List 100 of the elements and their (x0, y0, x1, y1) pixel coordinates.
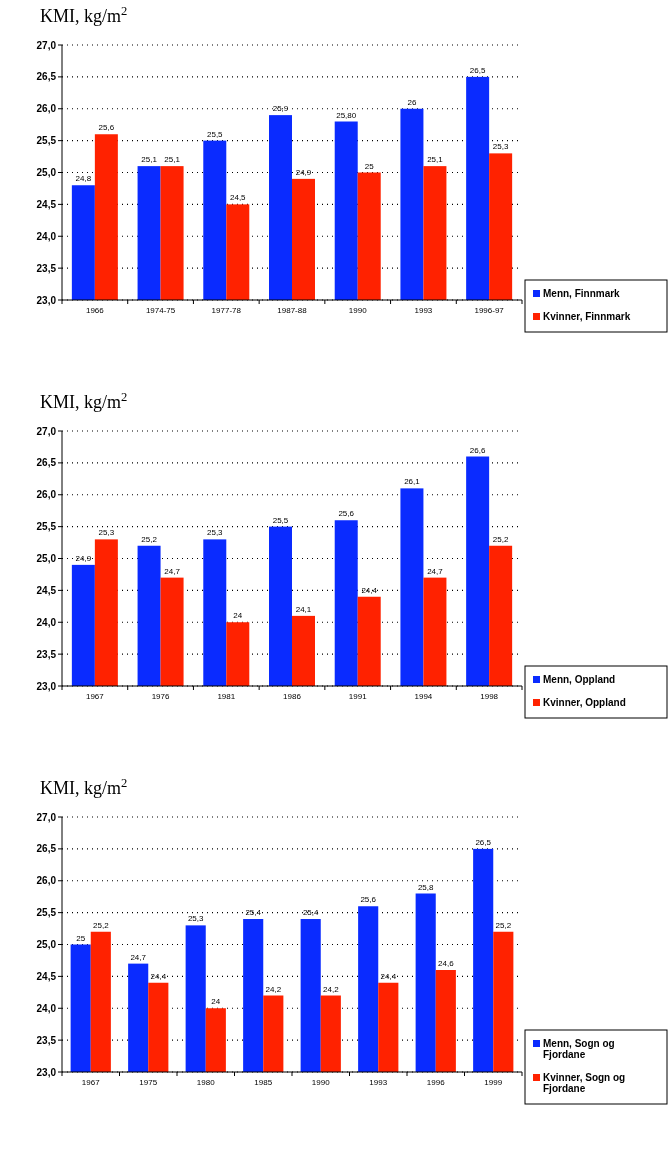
x-tick-label: 1977-78 (211, 306, 242, 315)
y-tick-label: 26,0 (36, 875, 57, 887)
x-tick-label: 1991 (348, 692, 368, 701)
data-label: 26,5 (469, 65, 486, 75)
data-label: 25,3 (98, 528, 115, 538)
data-label: 24,2 (265, 984, 282, 994)
data-label: 25,1 (164, 155, 181, 165)
data-label: 25,4 (302, 908, 320, 917)
y-tick-label: 24,0 (36, 616, 57, 628)
y-tick-label: 24,5 (36, 970, 57, 982)
y-tick-label: 25,0 (36, 167, 57, 178)
y-tick-label: 26,0 (36, 103, 57, 115)
y-tick-label: 27,0 (36, 811, 57, 823)
data-label: 25,6 (338, 509, 355, 519)
y-tick-label: 26,5 (36, 457, 57, 469)
data-label: 24,7 (164, 566, 181, 576)
data-label: 25,8 (417, 882, 435, 892)
y-tick-label: 25,0 (36, 939, 57, 950)
data-label: 25,1 (141, 155, 158, 165)
data-label: 25,5 (272, 515, 289, 525)
y-tick-label: 23,0 (36, 294, 57, 306)
x-tick-label: 1990 (311, 1078, 331, 1087)
x-tick-label: 1994 (414, 692, 433, 701)
y-tick-label: 24,5 (36, 198, 57, 210)
data-label: 26,6 (469, 445, 486, 455)
x-tick-label: 1976 (151, 692, 171, 701)
data-label: 24,6 (438, 959, 455, 968)
y-tick-label: 23,0 (36, 1066, 57, 1078)
x-tick-label: 1993 (414, 306, 433, 315)
chart-title: KMI, kg/m$^{2}$ (40, 776, 128, 798)
data-label: 25,80 (336, 110, 357, 120)
data-label: 25,3 (492, 142, 509, 152)
x-tick-label: 1996 (426, 1078, 446, 1087)
data-label: 25,6 (360, 895, 377, 905)
data-label: 26 (407, 97, 417, 107)
y-tick-label: 25,5 (36, 907, 57, 919)
data-label: 24,4 (380, 971, 397, 981)
y-tick-label: 27,0 (36, 39, 57, 51)
legend-label: Menn, Finnmark (543, 288, 621, 299)
data-label: 24,7 (130, 952, 147, 962)
x-tick-label: 1990 (348, 306, 368, 315)
y-tick-label: 25,5 (36, 135, 57, 147)
x-tick-label: 1967 (81, 1078, 101, 1087)
y-tick-label: 26,5 (36, 843, 57, 855)
data-label: 26,5 (475, 837, 492, 847)
y-tick-label: 23,5 (36, 262, 57, 274)
x-tick-label: 1974-75 (145, 306, 176, 315)
y-tick-label: 25,0 (36, 553, 57, 564)
data-label: 25,2 (141, 534, 158, 544)
x-tick-label: 1981 (217, 692, 236, 701)
data-label: 25,4 (245, 908, 262, 917)
y-tick-label: 24,0 (36, 1002, 57, 1014)
y-tick-label: 26,0 (36, 489, 57, 501)
data-label: 24,2 (323, 984, 340, 994)
data-label: 25,3 (187, 914, 205, 924)
legend-label: Kvinner, Oppland (543, 697, 626, 708)
data-label: 25,1 (427, 155, 444, 165)
x-tick-label: 1999 (484, 1078, 503, 1087)
y-tick-label: 23,5 (36, 1034, 57, 1046)
y-tick-label: 25,5 (36, 521, 57, 533)
data-label: 25,6 (98, 123, 115, 133)
y-tick-label: 26,5 (36, 71, 57, 83)
data-label: 25,2 (93, 920, 110, 930)
y-tick-label: 24,5 (36, 584, 57, 596)
data-label: 24 (211, 997, 221, 1007)
chart-title: KMI, kg/m$^{2}$ (40, 4, 128, 26)
data-label: 24,9 (295, 167, 312, 177)
data-label: 24,8 (75, 174, 92, 184)
data-label: 24 (233, 611, 243, 621)
data-label: 25,2 (492, 534, 509, 544)
x-tick-label: 1966 (85, 306, 105, 315)
data-label: 25,9 (272, 104, 289, 114)
data-label: 24,1 (295, 604, 312, 614)
x-tick-label: 1998 (480, 692, 499, 701)
x-tick-label: 1967 (85, 692, 105, 701)
y-tick-label: 27,0 (36, 425, 57, 437)
data-label: 25,3 (207, 528, 224, 538)
data-label: 25 (76, 933, 86, 943)
chart-title: KMI, kg/m$^{2}$ (40, 390, 128, 412)
data-label: 26,1 (404, 477, 421, 487)
y-tick-label: 23,0 (36, 680, 57, 692)
x-tick-label: 1980 (196, 1078, 216, 1087)
x-tick-label: 1986 (283, 692, 302, 701)
data-label: 25,2 (495, 920, 512, 930)
data-label: 24,4 (361, 585, 378, 595)
data-label: 24,7 (427, 566, 444, 576)
data-label: 25,5 (207, 129, 224, 139)
data-label: 25 (364, 161, 375, 171)
data-label: 24,5 (230, 193, 247, 203)
x-tick-label: 1985 (254, 1078, 273, 1087)
legend-label: Menn, Sogn og Fjordane (543, 1038, 615, 1060)
x-tick-label: 1993 (369, 1078, 388, 1087)
y-tick-label: 24,0 (36, 230, 57, 242)
data-label: 24,9 (75, 553, 92, 563)
legend-label: Kvinner, Sogn og Fjordane (543, 1072, 626, 1094)
y-tick-label: 23,5 (36, 648, 57, 660)
legend-label: Menn, Oppland (543, 674, 616, 685)
x-tick-label: 1987-88 (277, 306, 308, 315)
x-tick-label: 1975 (139, 1078, 158, 1087)
legend-label: Kvinner, Finnmark (543, 311, 631, 322)
